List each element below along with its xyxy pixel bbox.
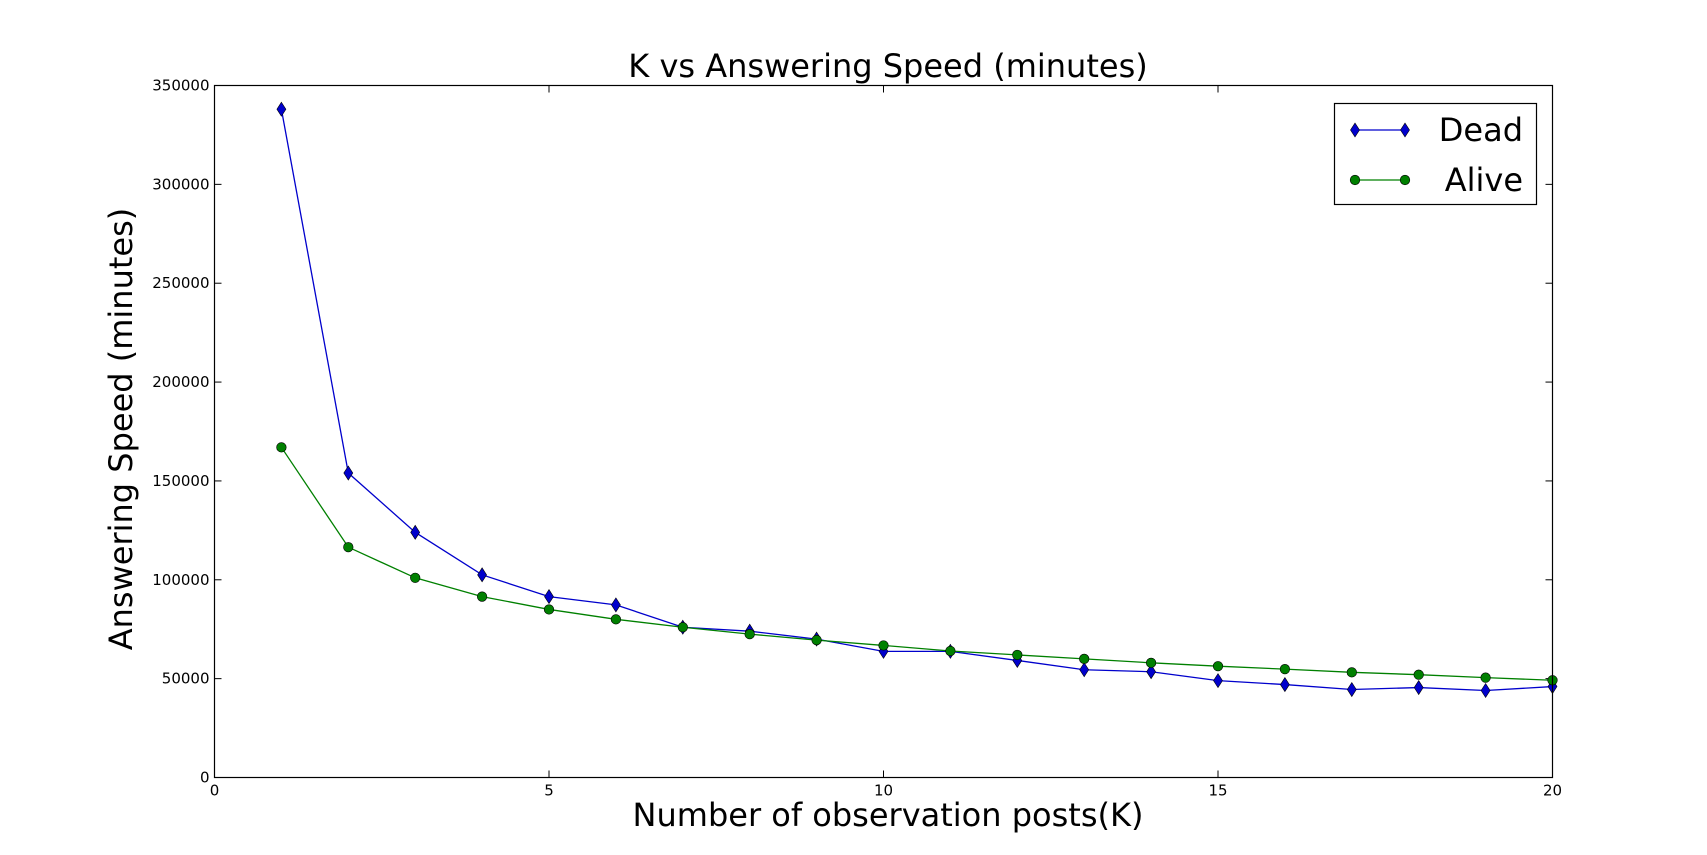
data-point-dead	[1213, 673, 1223, 689]
data-point-alive	[878, 640, 889, 651]
data-point-dead	[343, 465, 354, 481]
data-point-dead	[477, 567, 487, 583]
y-tick-label: 250000	[152, 274, 209, 292]
data-point-dead	[1480, 682, 1491, 699]
y-tick-label: 150000	[152, 472, 209, 490]
data-point-alive	[1413, 669, 1424, 680]
data-point-dead	[1346, 681, 1357, 698]
y-tick-label: 100000	[152, 571, 209, 589]
legend-frame	[1333, 102, 1538, 206]
data-point-alive	[1279, 664, 1290, 675]
data-point-alive	[1212, 661, 1224, 672]
data-point-dead	[410, 524, 421, 540]
y-tick-label: 350000	[152, 77, 209, 95]
data-point-alive	[343, 542, 354, 553]
legend-marker-alive	[1399, 174, 1411, 186]
data-point-alive	[1012, 649, 1023, 661]
legend-label-alive: Alive	[1445, 161, 1523, 199]
legend-marker-alive	[1349, 174, 1361, 186]
y-axis-label: Answering Speed (minutes)	[102, 208, 140, 651]
data-point-dead	[1413, 679, 1424, 696]
x-tick-label: 10	[874, 782, 893, 800]
data-point-alive	[610, 614, 622, 625]
series-layer	[276, 101, 1558, 699]
data-point-dead	[276, 101, 287, 117]
x-tick-label: 0	[210, 782, 220, 800]
data-point-dead	[544, 589, 554, 605]
legend: Dead Alive	[1333, 102, 1538, 206]
x-tick-label: 15	[1208, 782, 1227, 800]
data-point-alive	[276, 442, 287, 453]
y-tick-label: 200000	[152, 373, 209, 391]
plot-area-frame	[213, 84, 1554, 779]
data-point-alive	[543, 604, 555, 615]
data-point-alive	[1480, 672, 1491, 683]
legend-marker-dead	[1400, 122, 1410, 138]
data-point-alive	[811, 634, 822, 646]
x-tick-label: 5	[544, 782, 554, 800]
axis-ticks: 0 5 10 15 20 0 50000 100000 150000 200000 250000 30…	[152, 77, 1562, 800]
data-point-alive	[1079, 653, 1090, 664]
data-point-dead	[611, 597, 621, 613]
data-point-alive	[410, 572, 421, 583]
data-point-alive	[1346, 667, 1357, 678]
chart-title: K vs Answering Speed (minutes)	[628, 47, 1147, 85]
series-line-dead	[280, 109, 1553, 692]
series-alive	[276, 442, 1558, 686]
legend-marker-dead	[1350, 122, 1360, 138]
data-point-dead	[1079, 662, 1090, 678]
data-point-alive	[677, 622, 688, 633]
data-point-alive	[1145, 657, 1157, 668]
series-line-alive	[280, 446, 1553, 681]
y-tick-label: 50000	[162, 670, 210, 688]
data-point-alive	[477, 591, 488, 602]
data-point-alive	[945, 645, 956, 657]
data-point-dead	[1280, 677, 1290, 693]
data-point-alive	[744, 629, 755, 640]
y-tick-label: 0	[200, 769, 210, 787]
legend-label-dead: Dead	[1439, 111, 1523, 149]
x-axis-label: Number of observation posts(K)	[633, 796, 1144, 834]
x-tick-label: 20	[1543, 782, 1562, 800]
data-point-dead	[1146, 664, 1156, 680]
y-tick-label: 300000	[152, 175, 209, 193]
